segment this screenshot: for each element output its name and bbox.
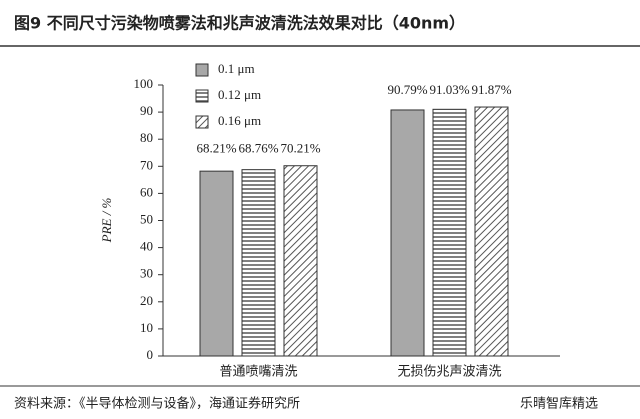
y-tick-label: 60 [140,184,153,199]
y-tick-label: 40 [140,239,153,254]
legend-swatch [195,115,209,129]
bar [432,108,467,357]
watermark: 乐晴智库精选 [520,396,598,412]
value-label: 68.21% [196,141,236,156]
bar [283,165,318,357]
chart-title: 图9 不同尺寸污染物喷雾法和兆声波清洗法效果对比（40nm） [14,14,465,33]
y-tick-label: 50 [140,211,153,226]
bar [474,106,509,357]
x-tick-label: 无损伤兆声波清洗 [397,365,501,380]
bar [199,170,234,357]
value-label: 90.79% [387,82,427,97]
y-tick-label: 70 [140,157,153,172]
y-tick-label: 90 [140,103,153,118]
x-tick-label: 普通喷嘴清洗 [219,365,297,380]
y-tick-label: 100 [134,76,154,91]
value-label: 91.03% [429,82,469,97]
y-tick-label: 20 [140,293,153,308]
legend-swatch [195,89,209,103]
value-label: 70.21% [280,141,320,156]
bar [241,169,276,357]
y-tick-label: 80 [140,130,153,145]
y-tick-label: 10 [140,320,153,335]
value-label: 91.87% [471,82,511,97]
source: 资料来源：《半导体检测与设备》，海通证券研究所 [14,396,300,412]
legend-label: 0.12 μm [218,87,261,102]
y-tick-label: 0 [147,347,154,362]
legend-swatch [195,63,209,77]
value-label: 68.76% [238,141,278,156]
bar [390,109,425,357]
y-tick-label: 30 [140,266,153,281]
y-axis-label: PRE / % [99,197,114,243]
legend-label: 0.1 μm [218,61,255,76]
legend-label: 0.16 μm [218,113,261,128]
